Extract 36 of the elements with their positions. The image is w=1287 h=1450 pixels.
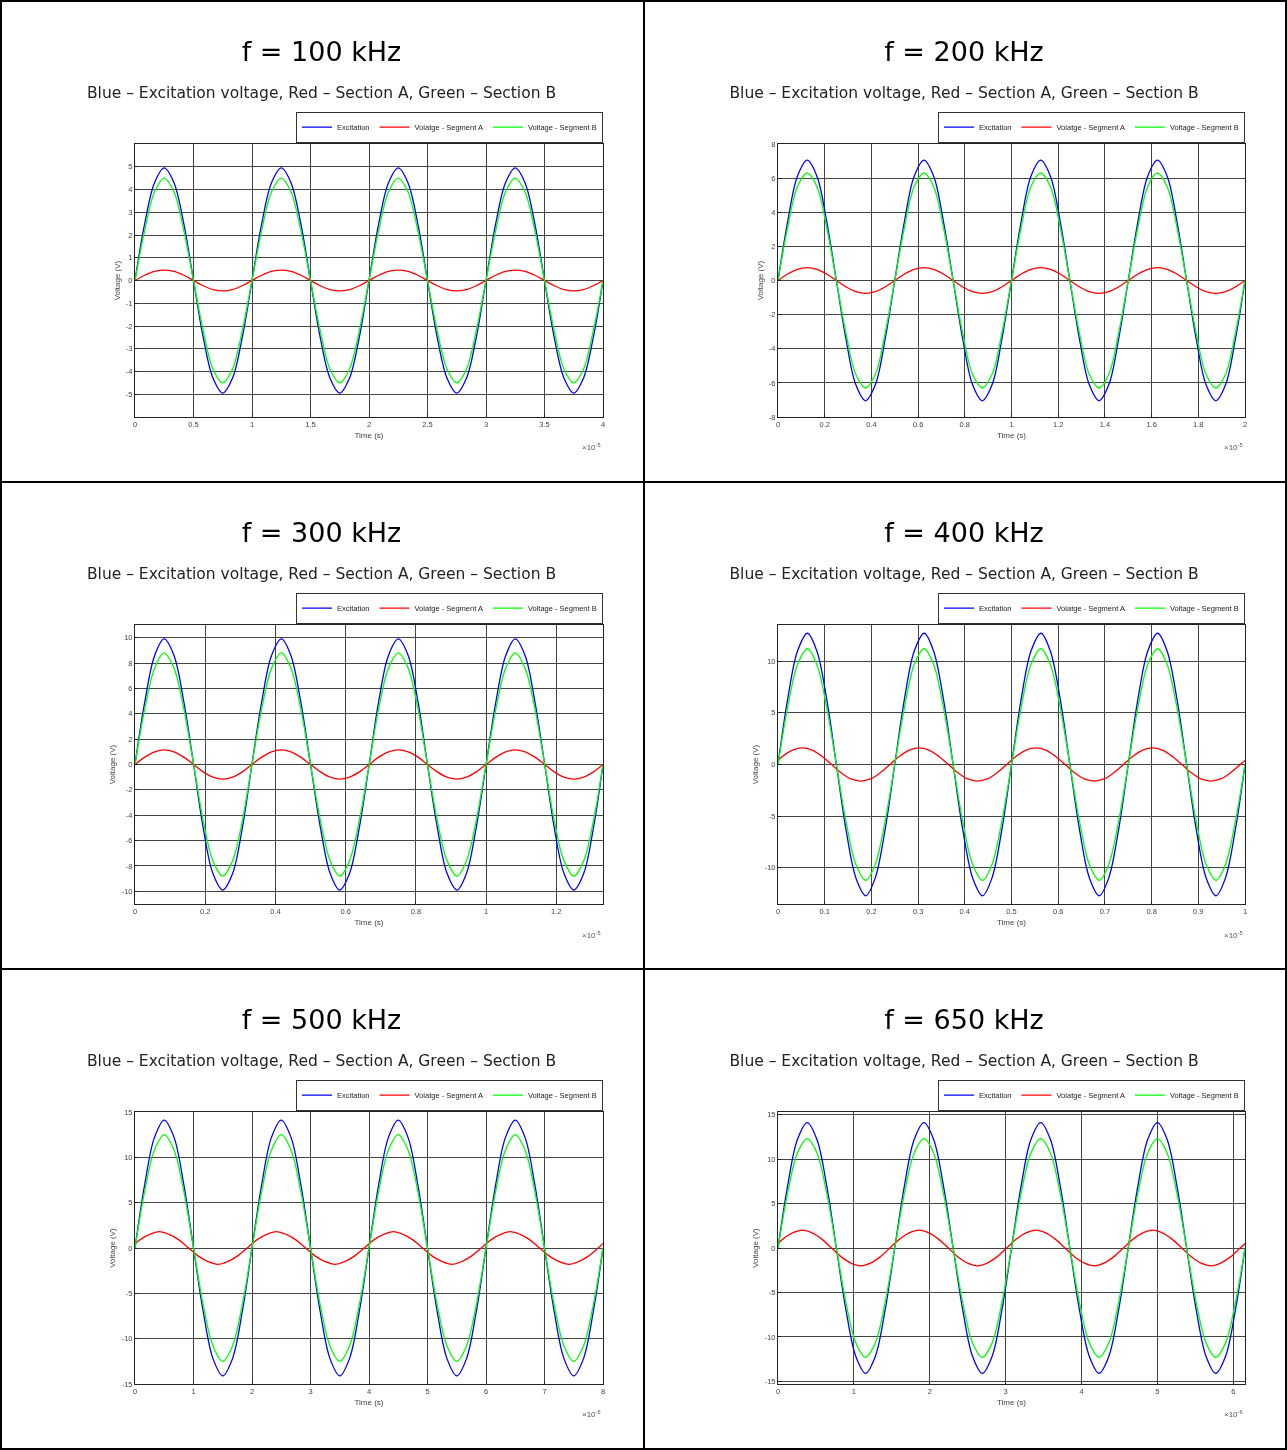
x-axis-title: Time (s) <box>354 1398 384 1408</box>
line-series <box>135 749 603 780</box>
y-axis-title: Voltage (V) <box>112 260 122 301</box>
line-series <box>778 1229 1245 1267</box>
chart-subtitle: Blue – Excitation voltage, Red – Section A, Green – Section B <box>86 1051 557 1070</box>
y-axis-title: Voltage (V) <box>108 744 118 785</box>
line-series <box>135 1231 603 1265</box>
chart-title: f = 300 kHz <box>241 517 402 549</box>
chart-title: f = 100 kHz <box>241 36 402 68</box>
chart-subtitle: Blue – Excitation voltage, Red – Section A, Green – Section B <box>729 83 1199 102</box>
chart-title: f = 200 kHz <box>884 36 1044 68</box>
text: ×10$^{-5}$ <box>1224 930 1243 941</box>
x-axis-title: Time (s) <box>996 431 1027 441</box>
text: ×10$^{-5}$ <box>582 442 601 453</box>
text: ×10$^{-5}$ <box>1224 442 1243 453</box>
chart-subtitle: Blue – Excitation voltage, Red – Section A, Green – Section B <box>86 564 557 583</box>
chart-subtitle: Blue – Excitation voltage, Red – Section A, Green – Section B <box>729 1051 1199 1070</box>
y-axis-title: Voltage (V) <box>751 744 761 785</box>
y-axis-title: Voltage (V) <box>751 1227 761 1268</box>
chart-title: f = 500 kHz <box>241 1004 402 1036</box>
x-axis-title: Time (s) <box>996 1398 1027 1408</box>
x-axis-title: Time (s) <box>996 918 1027 928</box>
line-series <box>135 269 603 292</box>
chart-subtitle: Blue – Excitation voltage, Red – Section A, Green – Section B <box>86 83 557 102</box>
text: ×10$^{-6}$ <box>1224 1409 1243 1420</box>
line-series <box>778 747 1245 782</box>
y-axis-title: Voltage (V) <box>108 1227 118 1268</box>
y-axis-title: Voltage (V) <box>755 260 765 301</box>
text: ×10$^{-5}$ <box>582 930 601 941</box>
text: ×10$^{-6}$ <box>582 1409 601 1420</box>
line-series <box>778 267 1245 294</box>
x-axis-title: Time (s) <box>354 918 384 928</box>
chart-title: f = 400 kHz <box>884 517 1044 549</box>
chart-subtitle: Blue – Excitation voltage, Red – Section A, Green – Section B <box>729 564 1199 583</box>
chart-title: f = 650 kHz <box>884 1004 1044 1036</box>
x-axis-title: Time (s) <box>354 431 384 441</box>
